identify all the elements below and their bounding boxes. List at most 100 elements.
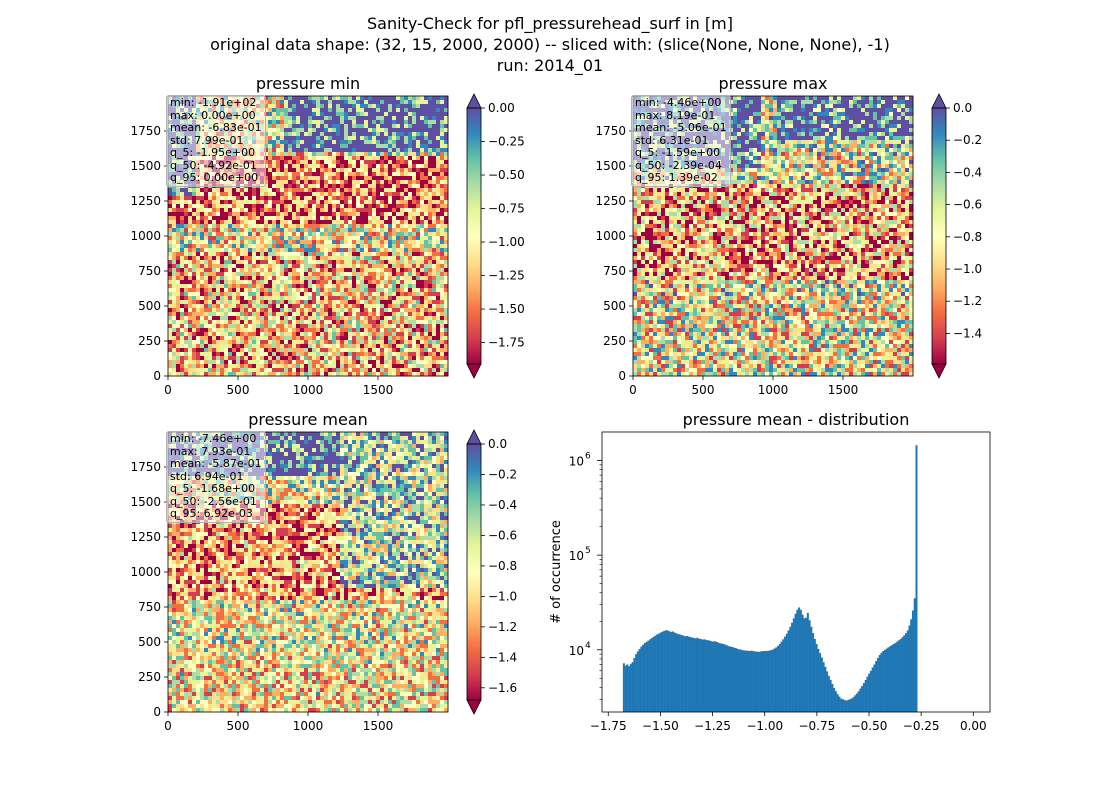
heatmap-cell [412, 284, 417, 289]
heatmap-cell [184, 272, 189, 277]
heatmap-cell [336, 296, 341, 301]
heatmap-cell [308, 160, 313, 165]
heatmap-cell [280, 316, 285, 321]
heatmap-cell [232, 368, 237, 373]
heatmap-cell [320, 236, 325, 241]
heatmap-cell [200, 372, 205, 377]
heatmap-cell [388, 192, 393, 197]
heatmap-cell [412, 308, 417, 313]
heatmap-cell [312, 100, 317, 105]
heatmap-cell [252, 324, 257, 329]
heatmap-cell [316, 248, 321, 253]
heatmap-cell [172, 220, 177, 225]
heatmap-cell [252, 304, 257, 309]
heatmap-cell [432, 296, 437, 301]
heatmap-cell [168, 204, 173, 209]
heatmap-cell [188, 284, 193, 289]
y-tick-label: 500 [138, 299, 161, 313]
heatmap-cell [196, 356, 201, 361]
heatmap-cell [340, 272, 345, 277]
heatmap-cell [208, 256, 213, 261]
heatmap-cell [408, 308, 413, 313]
heatmap-cell [252, 268, 257, 273]
heatmap-cell [340, 172, 345, 177]
heatmap-cell [200, 324, 205, 329]
heatmap-cell [436, 108, 441, 113]
heatmap-cell [428, 296, 433, 301]
heatmap-cell [184, 216, 189, 221]
heatmap-cell [432, 316, 437, 321]
heatmap-cell [360, 184, 365, 189]
heatmap-cell [288, 112, 293, 117]
heatmap-cell [444, 156, 449, 161]
heatmap-cell [432, 216, 437, 221]
heatmap-cell [400, 276, 405, 281]
heatmap-cell [276, 160, 281, 165]
heatmap-cell [416, 236, 421, 241]
heatmap-cell [192, 248, 197, 253]
heatmap-cell [256, 212, 261, 217]
heatmap-cell [240, 216, 245, 221]
heatmap-cell [340, 112, 345, 117]
heatmap-cell [212, 204, 217, 209]
heatmap-cell [300, 192, 305, 197]
heatmap-cell [420, 128, 425, 133]
heatmap-cell [428, 324, 433, 329]
heatmap-cell [384, 176, 389, 181]
heatmap-cell [432, 292, 437, 297]
heatmap-cell [332, 132, 337, 137]
heatmap-cell [316, 364, 321, 369]
heatmap-cell [348, 332, 353, 337]
heatmap-cell [440, 344, 445, 349]
heatmap-cell [244, 240, 249, 245]
heatmap-cell [352, 332, 357, 337]
heatmap-cell [280, 264, 285, 269]
heatmap-cell [348, 344, 353, 349]
heatmap-cell [224, 264, 229, 269]
heatmap-cell [212, 336, 217, 341]
heatmap-cell [276, 104, 281, 109]
heatmap-cell [268, 284, 273, 289]
heatmap-cell [408, 240, 413, 245]
heatmap-cell [188, 312, 193, 317]
heatmap-cell [368, 212, 373, 217]
heatmap-cell [292, 212, 297, 217]
heatmap-cell [240, 372, 245, 377]
heatmap-cell [284, 308, 289, 313]
heatmap-cell [196, 252, 201, 257]
heatmap-cell [396, 100, 401, 105]
heatmap-cell [236, 248, 241, 253]
heatmap-cell [256, 316, 261, 321]
heatmap-cell [364, 164, 369, 169]
heatmap-cell [216, 364, 221, 369]
heatmap-cell [364, 116, 369, 121]
heatmap-cell [328, 332, 333, 337]
heatmap-cell [376, 312, 381, 317]
heatmap-cell [184, 340, 189, 345]
heatmap-cell [324, 368, 329, 373]
heatmap-cell [324, 252, 329, 257]
heatmap-cell [360, 160, 365, 165]
heatmap-cell [348, 372, 353, 377]
heatmap-cell [336, 248, 341, 253]
heatmap-cell [264, 192, 269, 197]
heatmap-cell [284, 144, 289, 149]
heatmap-cell [420, 104, 425, 109]
heatmap-cell [316, 160, 321, 165]
heatmap-cell [356, 116, 361, 121]
heatmap-cell [312, 268, 317, 273]
heatmap-cell [220, 296, 225, 301]
heatmap-cell [396, 356, 401, 361]
heatmap-cell [340, 148, 345, 153]
heatmap-cell [376, 168, 381, 173]
heatmap-cell [200, 284, 205, 289]
heatmap-cell [396, 156, 401, 161]
heatmap-cell [288, 272, 293, 277]
heatmap-cell [380, 288, 385, 293]
heatmap-cell [396, 320, 401, 325]
heatmap-cell [420, 216, 425, 221]
heatmap-cell [232, 204, 237, 209]
heatmap-cell [440, 300, 445, 305]
heatmap-cell [268, 108, 273, 113]
heatmap-cell [316, 172, 321, 177]
